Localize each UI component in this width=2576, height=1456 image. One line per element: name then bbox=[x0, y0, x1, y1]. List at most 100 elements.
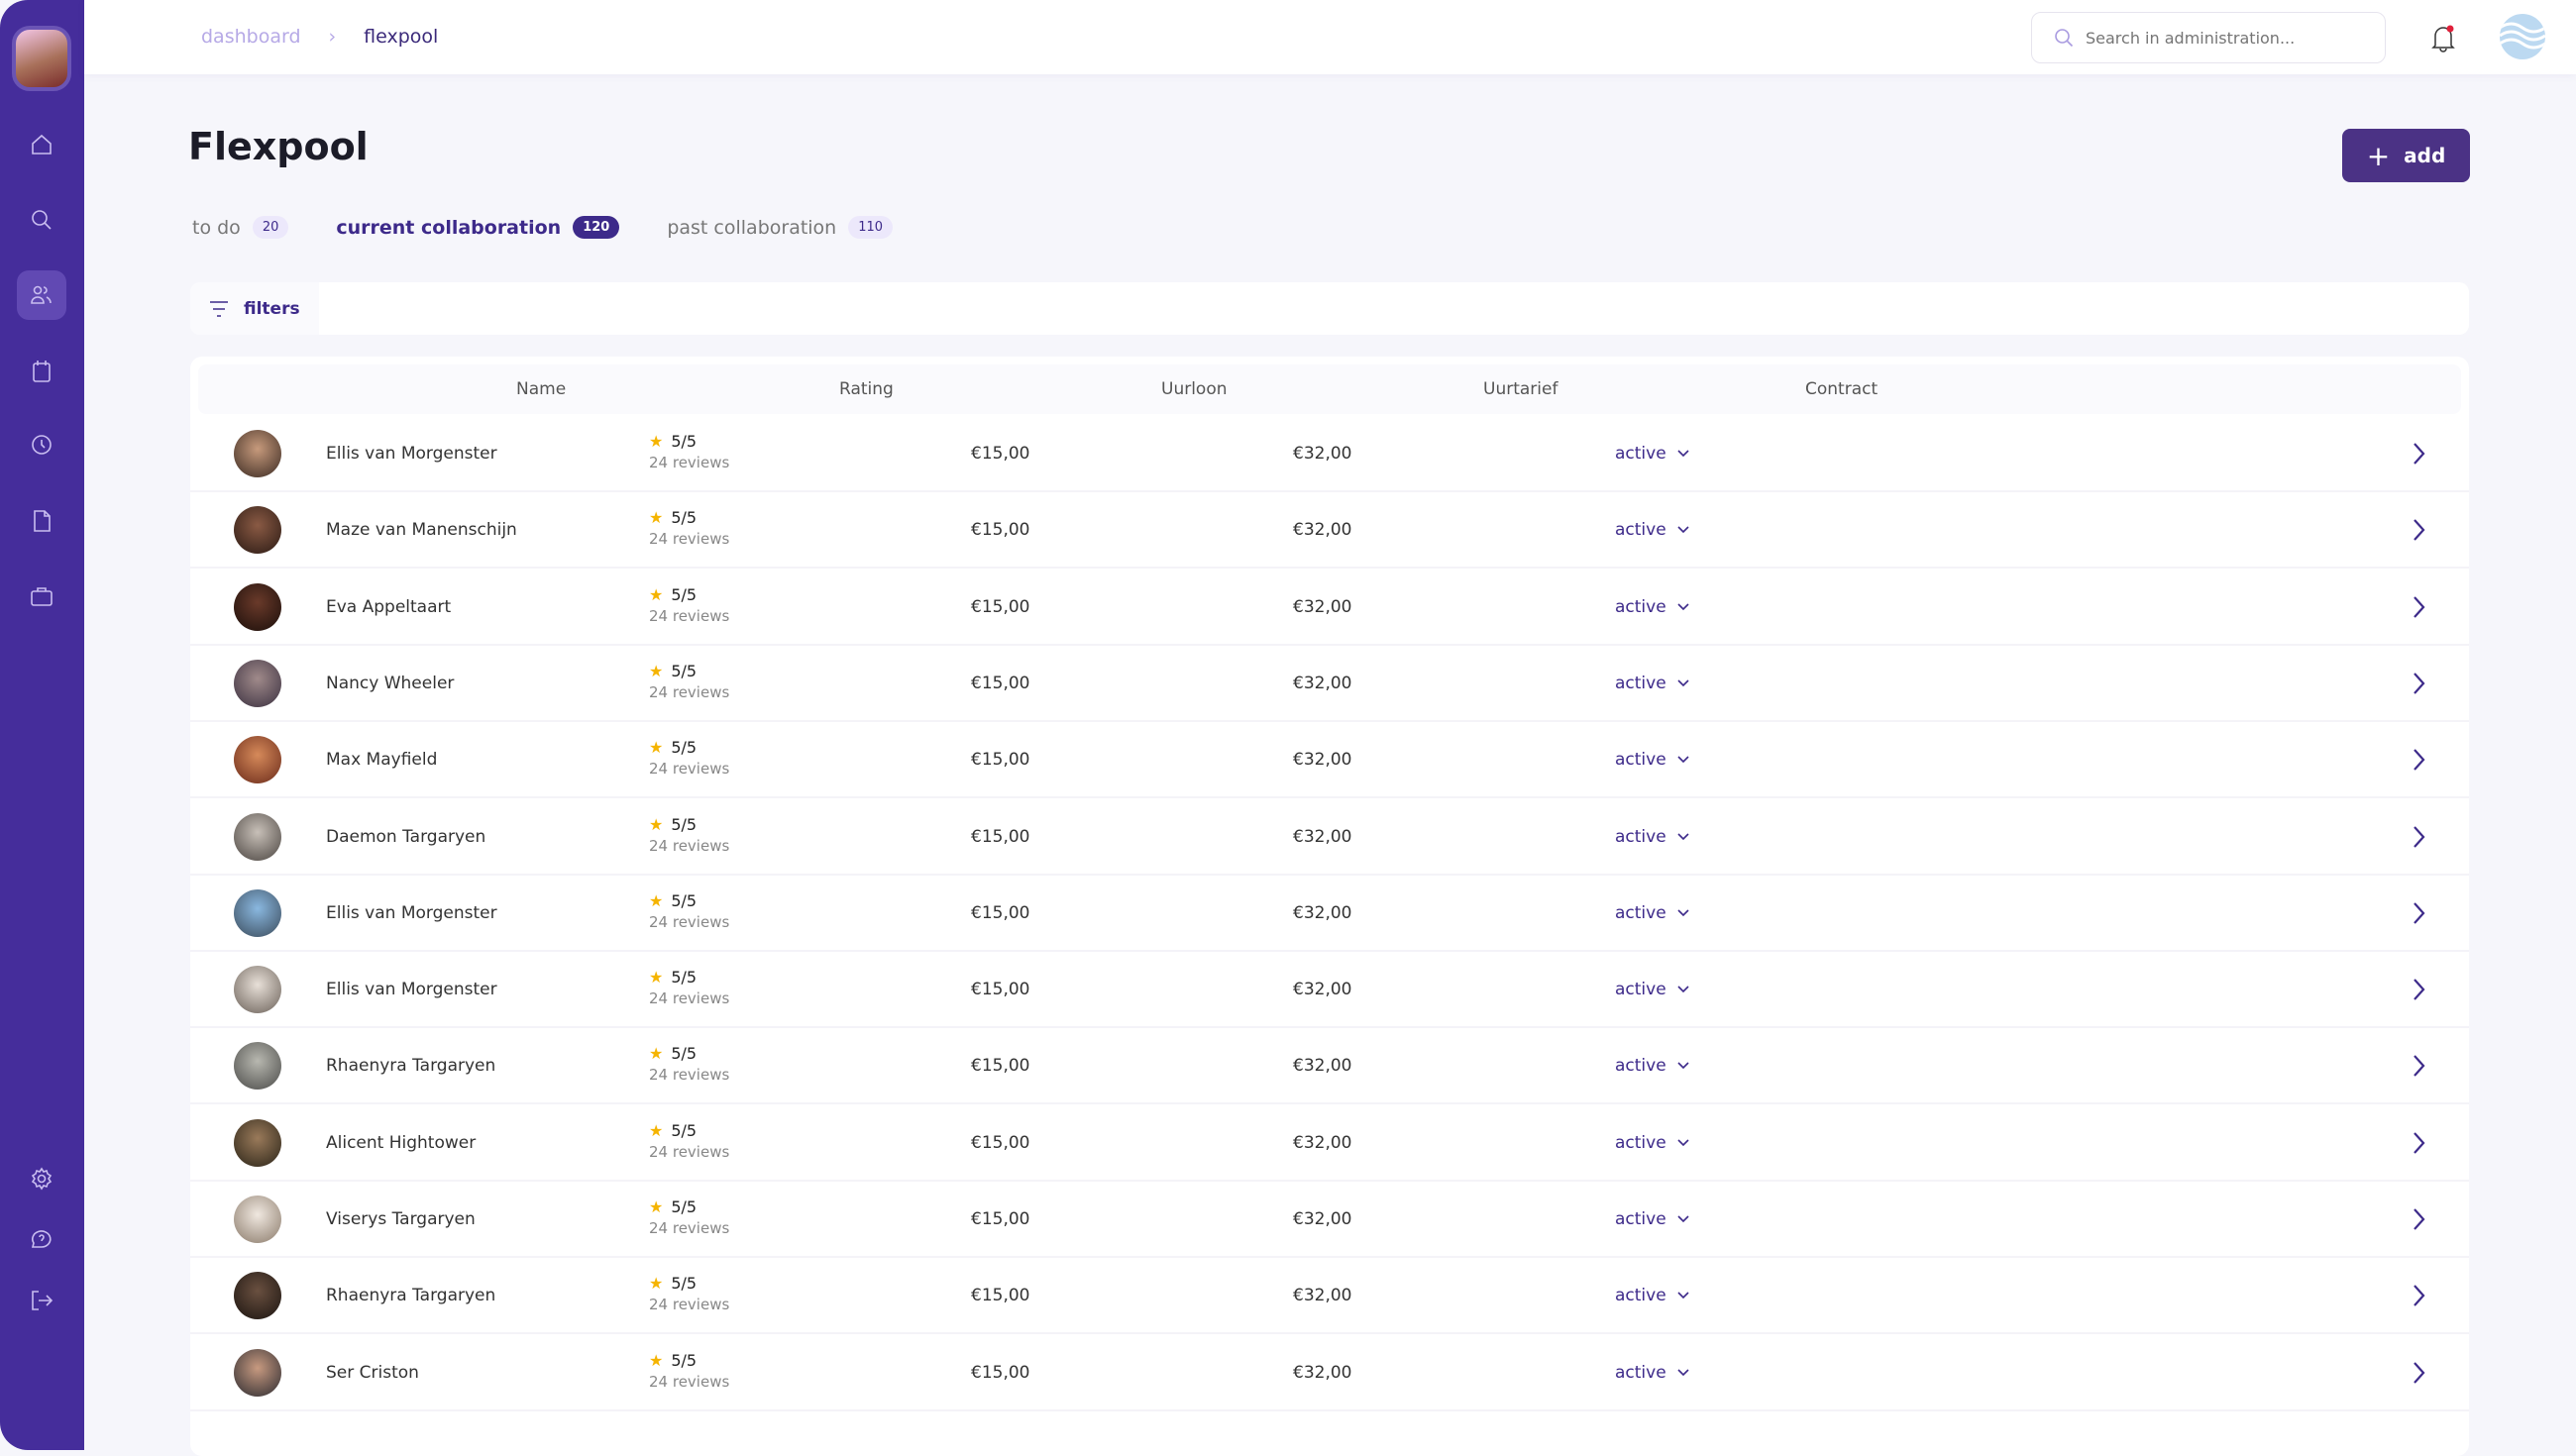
sidebar-item-logout[interactable] bbox=[17, 1276, 66, 1325]
chevron-down-icon bbox=[1677, 1369, 1689, 1376]
uurloon-cell: €15,00 bbox=[971, 1132, 1030, 1153]
chevron-right-icon[interactable] bbox=[2405, 746, 2432, 774]
contract-status: active bbox=[1615, 520, 1666, 541]
chevron-down-icon bbox=[1677, 450, 1689, 458]
uurloon-cell: €15,00 bbox=[971, 1209, 1030, 1229]
rating-cell: ★ 5/5 24 reviews bbox=[649, 738, 729, 778]
table-row[interactable]: Viserys Targaryen ★ 5/5 24 reviews €15,00 … bbox=[190, 1182, 2469, 1258]
chevron-right-icon[interactable] bbox=[2405, 670, 2432, 697]
review-count: 24 reviews bbox=[649, 682, 730, 701]
bell-icon[interactable] bbox=[2425, 20, 2461, 55]
contract-dropdown[interactable]: active bbox=[1615, 1056, 1690, 1076]
sidebar-item-help[interactable] bbox=[17, 1215, 66, 1265]
name-cell: Ellis van Morgenster bbox=[326, 980, 497, 1000]
contract-dropdown[interactable]: active bbox=[1615, 1286, 1690, 1305]
star-icon: ★ bbox=[649, 1120, 664, 1140]
contract-dropdown[interactable]: active bbox=[1615, 980, 1690, 999]
star-icon: ★ bbox=[649, 968, 664, 988]
review-count: 24 reviews bbox=[649, 454, 730, 471]
star-icon: ★ bbox=[649, 1197, 664, 1216]
contract-dropdown[interactable]: active bbox=[1615, 1363, 1690, 1383]
contract-dropdown[interactable]: active bbox=[1615, 444, 1690, 464]
chevron-right-icon[interactable] bbox=[2405, 593, 2432, 621]
rating-value: 5/5 bbox=[671, 661, 698, 680]
contract-dropdown[interactable]: active bbox=[1615, 1133, 1690, 1153]
table-row[interactable]: Max Mayfield ★ 5/5 24 reviews €15,00 €32,0… bbox=[190, 722, 2469, 799]
contract-dropdown[interactable]: active bbox=[1615, 520, 1690, 540]
contract-dropdown[interactable]: active bbox=[1615, 1209, 1690, 1229]
chevron-right-icon[interactable] bbox=[2405, 1205, 2432, 1233]
column-rating[interactable]: Rating bbox=[839, 379, 894, 399]
chevron-right-icon[interactable] bbox=[2405, 440, 2432, 468]
table-row[interactable]: Daemon Targaryen ★ 5/5 24 reviews €15,00 €… bbox=[190, 799, 2469, 876]
table-row[interactable]: Alicent Hightower ★ 5/5 24 reviews €15,00 … bbox=[190, 1105, 2469, 1182]
search-input[interactable] bbox=[2086, 28, 2363, 48]
user-avatar[interactable] bbox=[12, 26, 71, 91]
table-row[interactable]: Ellis van Morgenster ★ 5/5 24 reviews €15,… bbox=[190, 952, 2469, 1029]
sidebar-item-home[interactable] bbox=[17, 120, 66, 169]
search-box[interactable] bbox=[2031, 12, 2386, 63]
sidebar-item-calendar[interactable] bbox=[17, 347, 66, 396]
sidebar-item-search[interactable] bbox=[17, 195, 66, 245]
contract-dropdown[interactable]: active bbox=[1615, 597, 1690, 617]
table-row[interactable]: Ellis van Morgenster ★ 5/5 24 reviews €15,… bbox=[190, 416, 2469, 492]
chevron-right-icon[interactable] bbox=[2405, 516, 2432, 544]
chevron-right-icon[interactable] bbox=[2405, 1052, 2432, 1080]
breadcrumb-dashboard[interactable]: dashboard bbox=[201, 26, 301, 48]
sidebar-item-users[interactable] bbox=[17, 270, 66, 320]
rating-cell: ★ 5/5 24 reviews bbox=[649, 508, 729, 548]
tab-past-collaboration[interactable]: past collaboration 110 bbox=[667, 216, 894, 239]
rating-value: 5/5 bbox=[671, 1044, 698, 1064]
table-row[interactable]: Ser Criston ★ 5/5 24 reviews €15,00 €32,00… bbox=[190, 1335, 2469, 1411]
clock-icon bbox=[32, 435, 52, 455]
chevron-right-icon[interactable] bbox=[2405, 1359, 2432, 1387]
sidebar-item-gear[interactable] bbox=[17, 1154, 66, 1203]
contract-dropdown[interactable]: active bbox=[1615, 903, 1690, 923]
star-icon: ★ bbox=[649, 814, 664, 834]
review-count: 24 reviews bbox=[649, 1296, 730, 1314]
chevron-right-icon[interactable] bbox=[2405, 1282, 2432, 1309]
sidebar-item-document[interactable] bbox=[17, 496, 66, 546]
company-logo[interactable] bbox=[2500, 14, 2545, 59]
contract-status: active bbox=[1615, 902, 1666, 923]
rating-value: 5/5 bbox=[671, 968, 698, 988]
table-row[interactable]: Eva Appeltaart ★ 5/5 24 reviews €15,00 €32… bbox=[190, 570, 2469, 646]
review-count: 24 reviews bbox=[649, 1372, 730, 1391]
table-row[interactable]: Rhaenyra Targaryen ★ 5/5 24 reviews €15,00… bbox=[190, 1258, 2469, 1335]
avatar bbox=[234, 659, 281, 707]
contract-dropdown[interactable]: active bbox=[1615, 750, 1690, 770]
page-title: Flexpool bbox=[188, 125, 369, 168]
column-uurtarief[interactable]: Uurtarief bbox=[1483, 379, 1558, 399]
uurloon-cell: €15,00 bbox=[971, 596, 1030, 617]
table-row[interactable]: Ellis van Morgenster ★ 5/5 24 reviews €15,… bbox=[190, 876, 2469, 952]
contract-status: active bbox=[1615, 444, 1666, 464]
chevron-right-icon[interactable] bbox=[2405, 976, 2432, 1003]
name-cell: Viserys Targaryen bbox=[326, 1209, 476, 1229]
uurloon-cell: €15,00 bbox=[971, 750, 1030, 771]
star-icon: ★ bbox=[649, 508, 664, 528]
table-row[interactable]: Rhaenyra Targaryen ★ 5/5 24 reviews €15,00… bbox=[190, 1028, 2469, 1105]
search-icon bbox=[2055, 29, 2074, 48]
column-name[interactable]: Name bbox=[516, 379, 567, 399]
avatar bbox=[234, 1196, 281, 1243]
rating-cell: ★ 5/5 24 reviews bbox=[649, 1044, 729, 1084]
filters-button[interactable]: filters bbox=[190, 282, 319, 335]
tab-current-collaboration[interactable]: current collaboration 120 bbox=[336, 216, 620, 239]
chevron-right-icon[interactable] bbox=[2405, 1129, 2432, 1157]
tab-to-do[interactable]: to do 20 bbox=[192, 216, 289, 239]
contract-dropdown[interactable]: active bbox=[1615, 674, 1690, 693]
sidebar-item-clock[interactable] bbox=[17, 420, 66, 469]
avatar bbox=[234, 1042, 281, 1091]
breadcrumb: dashboard › flexpool bbox=[201, 26, 438, 48]
contract-status: active bbox=[1615, 826, 1666, 847]
table-row[interactable]: Maze van Manenschijn ★ 5/5 24 reviews €15,… bbox=[190, 492, 2469, 570]
rating-cell: ★ 5/5 24 reviews bbox=[649, 1121, 729, 1161]
chevron-right-icon[interactable] bbox=[2405, 823, 2432, 851]
column-uurloon[interactable]: Uurloon bbox=[1161, 379, 1228, 399]
table-row[interactable]: Nancy Wheeler ★ 5/5 24 reviews €15,00 €32,… bbox=[190, 646, 2469, 722]
column-contract[interactable]: Contract bbox=[1805, 379, 1878, 399]
sidebar-item-briefcase[interactable] bbox=[17, 572, 66, 621]
contract-dropdown[interactable]: active bbox=[1615, 827, 1690, 847]
add-button[interactable]: + add bbox=[2342, 129, 2470, 182]
chevron-right-icon[interactable] bbox=[2405, 899, 2432, 927]
